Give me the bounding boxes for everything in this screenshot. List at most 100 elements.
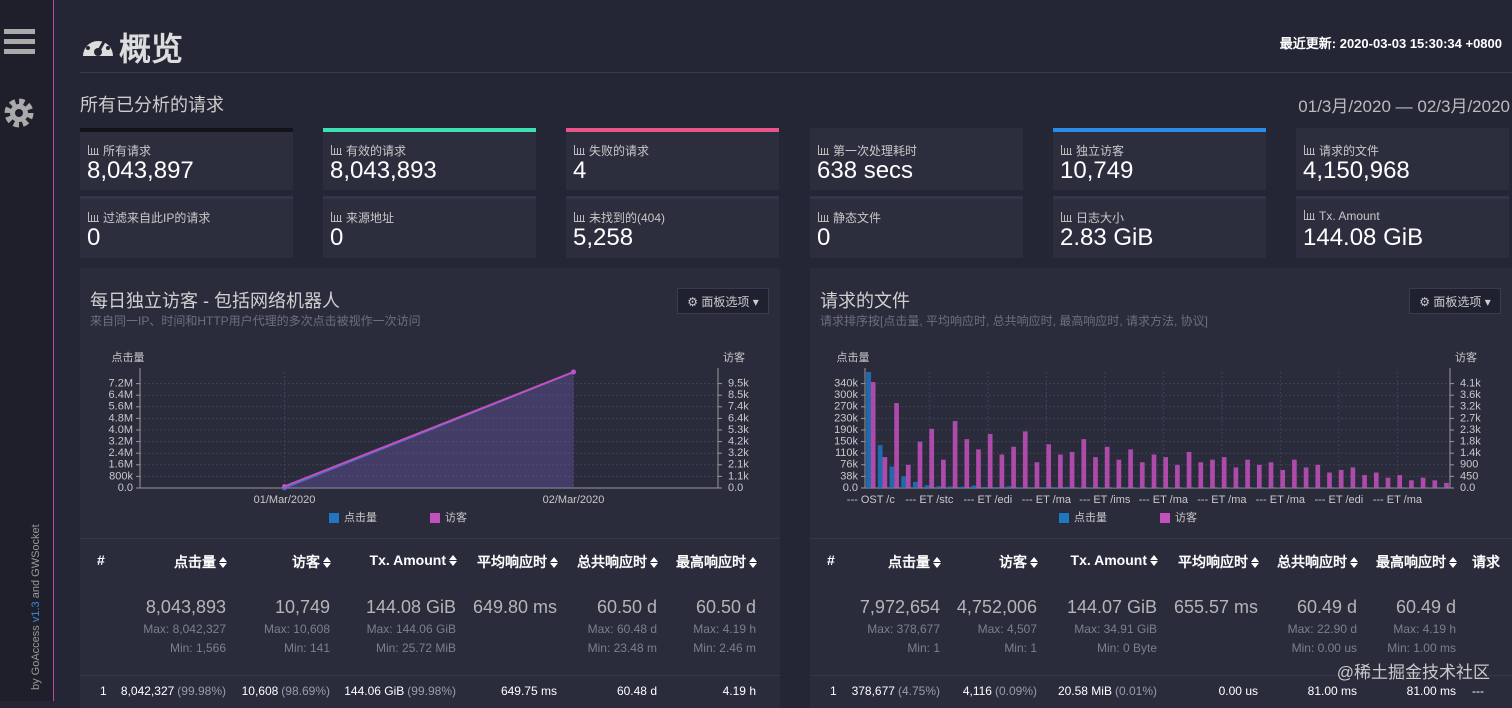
y2-tick-label: 450 <box>1460 470 1478 482</box>
table-divider <box>810 538 1512 539</box>
column-header[interactable]: 最高响应时 <box>596 552 756 572</box>
bar <box>936 486 941 488</box>
panel-options-button[interactable]: ⚙ 面板选项 ▾ <box>677 288 769 314</box>
y2-tick-label: 0.0 <box>1460 482 1475 494</box>
card-label: 过滤来自此IP的请求 <box>103 211 210 225</box>
bar <box>1210 460 1215 488</box>
y2-tick-label: 2.1k <box>728 459 749 471</box>
point <box>571 370 576 375</box>
x-tick-label: 01/Mar/2020 <box>254 494 316 506</box>
bar <box>918 442 923 488</box>
card-label: Tx. Amount <box>1319 209 1380 223</box>
bar <box>1117 460 1122 488</box>
card-value: 0 <box>330 224 343 252</box>
bar <box>983 487 988 488</box>
card-value: 638 secs <box>817 157 913 185</box>
card-value: 4 <box>573 157 586 185</box>
y-tick-label: 7.2M <box>109 378 133 390</box>
bar <box>953 421 958 488</box>
bar <box>890 467 895 488</box>
legend-label: 访客 <box>445 510 467 524</box>
settings-icon[interactable] <box>3 97 35 129</box>
card-label: 独立访客 <box>1076 144 1124 158</box>
x-tick-label: --- ET /ma <box>1139 494 1189 506</box>
y2-tick-label: 3.6k <box>1460 389 1481 401</box>
y-tick-label: 190k <box>834 424 858 436</box>
card-icon <box>1061 145 1072 155</box>
y-tick-label: 5.6M <box>109 401 133 413</box>
bar <box>1222 457 1227 488</box>
menu-icon[interactable] <box>4 28 36 56</box>
y-tick-label: 76k <box>840 459 858 471</box>
summary-cell: Min: 0 Byte <box>987 641 1157 655</box>
date-range: 01/3月/2020 — 02/3月/2020 <box>1298 92 1510 117</box>
y-tick-label: 2.4M <box>109 447 133 459</box>
watermark: @稀土掘金技术社区 <box>1337 658 1490 683</box>
row-cell: 4.19 h <box>586 684 756 698</box>
bar <box>1093 457 1098 488</box>
version[interactable]: v1.3 <box>30 601 42 622</box>
y-tick-label: 270k <box>834 401 858 413</box>
y2-tick-label: 2.3k <box>1460 424 1481 436</box>
x-tick-label: --- ET /ma <box>1197 494 1247 506</box>
legend-label: 点击量 <box>344 511 377 524</box>
card-icon <box>1304 145 1315 155</box>
y-tick-label: 0.0 <box>118 482 133 494</box>
card-value: 0 <box>817 224 830 252</box>
bar <box>1105 447 1110 488</box>
bar <box>1081 439 1086 488</box>
column-header[interactable]: 请求 <box>1472 552 1500 572</box>
column-header[interactable]: 最高响应时 <box>1296 552 1456 572</box>
bar <box>1077 487 1082 488</box>
card-value: 0 <box>87 224 100 252</box>
table-divider <box>80 538 780 539</box>
summary-cell: Min: 1.00 ms <box>1286 641 1456 655</box>
sort-icon <box>1449 557 1456 568</box>
bar <box>1351 467 1356 488</box>
last-updated: 最近更新: 2020-03-03 15:30:34 +0800 <box>1280 33 1502 52</box>
chart: 点击量访客0.0800k1.6M2.4M3.2M4.0M4.8M5.6M6.4M… <box>80 340 780 530</box>
y2-tick-label: 900 <box>1460 459 1478 471</box>
bar <box>1187 452 1192 488</box>
bar <box>1245 460 1250 488</box>
card-icon <box>818 212 829 222</box>
x-tick-label: --- ET /edi <box>1314 494 1363 506</box>
bar <box>1409 480 1414 488</box>
bar <box>894 403 899 488</box>
card-icon <box>574 145 585 155</box>
bar <box>1280 470 1285 488</box>
y-tick-label: 4.8M <box>109 412 133 424</box>
x-tick-label: --- ET /ma <box>1256 494 1306 506</box>
legend-swatch <box>1160 513 1170 523</box>
bar <box>1386 478 1391 488</box>
bar <box>1124 487 1129 488</box>
bar <box>1269 462 1274 488</box>
summary-cell: Max: 4.19 h <box>1286 622 1456 636</box>
table-divider <box>80 675 780 676</box>
y-tick-label: 3.2M <box>109 436 133 448</box>
panel-options-button[interactable]: ⚙ 面板选项 ▾ <box>1409 288 1501 314</box>
bar <box>929 429 934 488</box>
card-icon <box>88 145 99 155</box>
bar <box>1011 447 1016 488</box>
bar <box>1292 460 1297 488</box>
panel-title: 请求的文件 <box>820 287 910 313</box>
y-tick-label: 300k <box>834 389 858 401</box>
card-label: 请求的文件 <box>1319 144 1379 158</box>
summary-cell: 60.49 d <box>1286 597 1456 618</box>
row-value: 81.00 ms <box>1407 684 1456 698</box>
card-icon <box>1304 210 1315 220</box>
row-cell: --- <box>1472 684 1484 698</box>
bar <box>1304 467 1309 488</box>
y2-tick-label: 4.1k <box>1460 378 1481 390</box>
card-label: 失败的请求 <box>589 144 649 158</box>
card-icon <box>331 212 342 222</box>
summary-cell: Min: 25.72 MiB <box>286 641 456 655</box>
credit-text: and GWSocket <box>30 524 42 598</box>
summary-cell: 60.50 d <box>586 597 756 618</box>
bar <box>1327 473 1332 488</box>
dashboard-icon <box>80 26 116 60</box>
bar <box>913 482 918 488</box>
